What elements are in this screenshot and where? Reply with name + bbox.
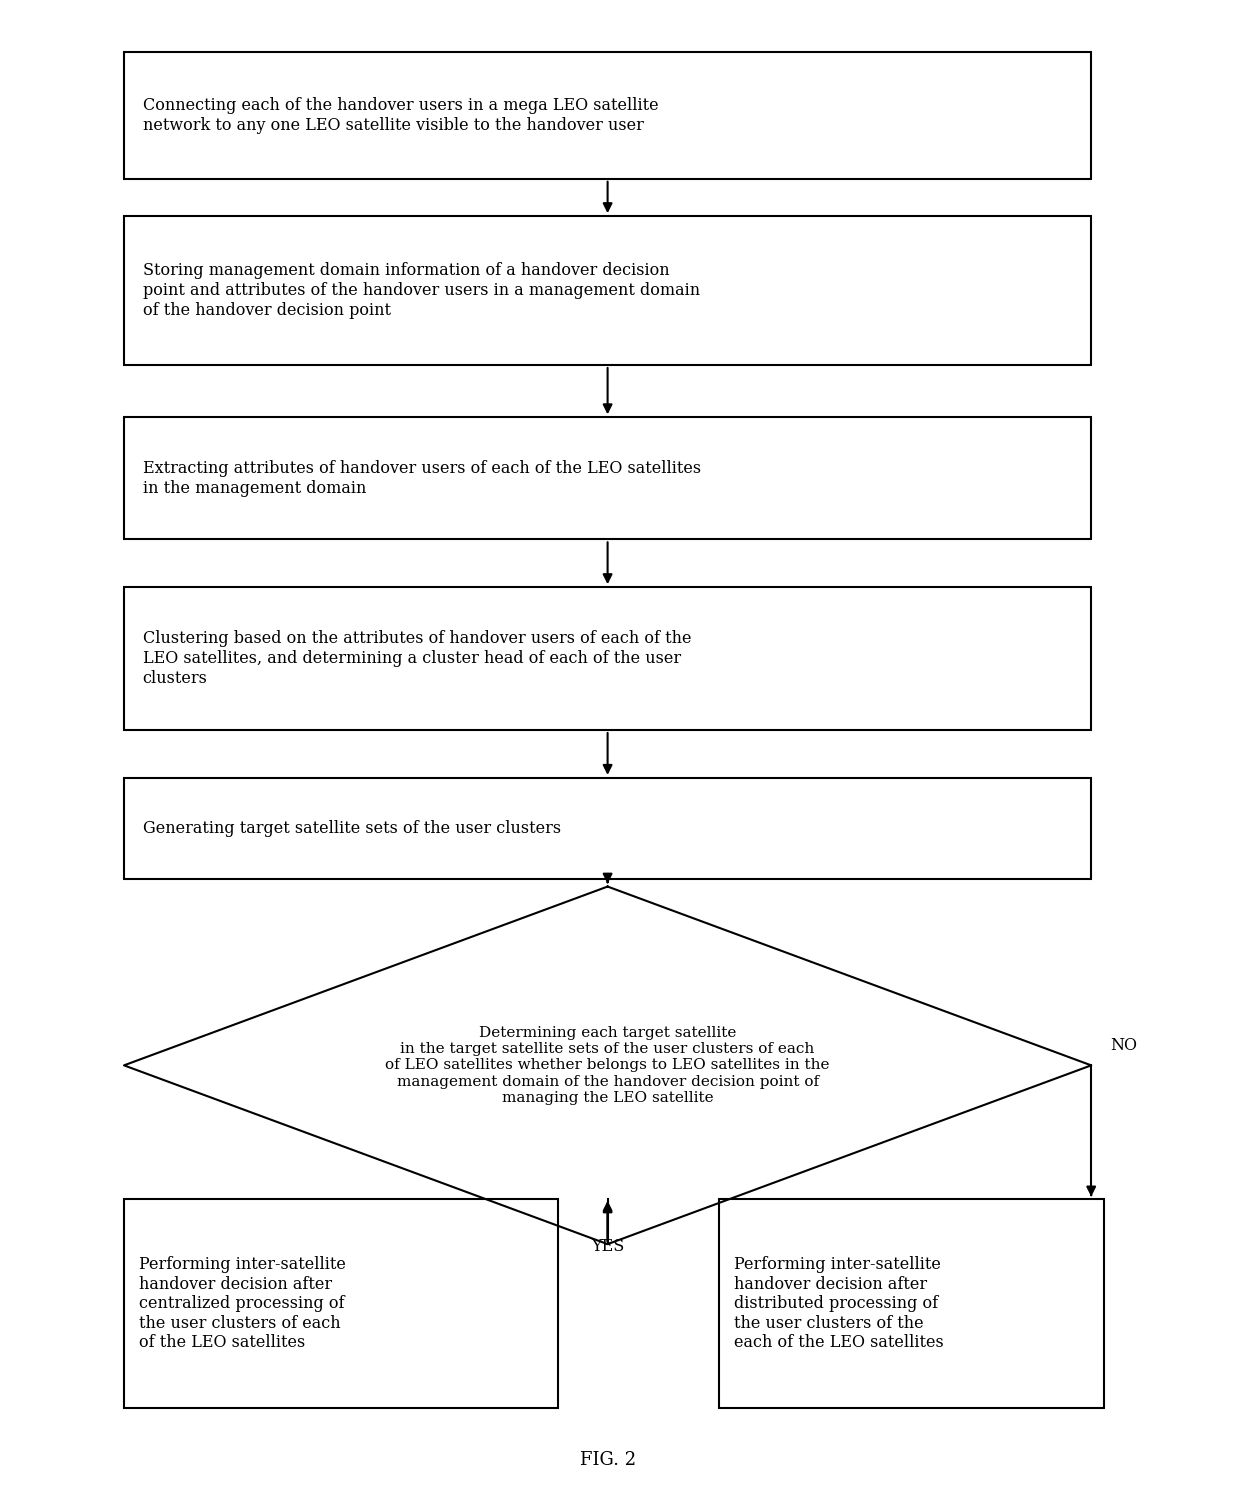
Text: NO: NO [1110,1037,1137,1055]
FancyBboxPatch shape [124,778,1091,879]
Text: Generating target satellite sets of the user clusters: Generating target satellite sets of the … [143,820,560,837]
Text: Storing management domain information of a handover decision
point and attribute: Storing management domain information of… [143,262,699,319]
FancyBboxPatch shape [124,52,1091,179]
Text: YES: YES [591,1238,624,1255]
FancyBboxPatch shape [124,587,1091,730]
FancyBboxPatch shape [719,1199,1104,1408]
Text: Extracting attributes of handover users of each of the LEO satellites
in the man: Extracting attributes of handover users … [143,460,701,496]
Text: Performing inter-satellite
handover decision after
centralized processing of
the: Performing inter-satellite handover deci… [139,1256,346,1351]
Text: FIG. 2: FIG. 2 [579,1451,636,1469]
Polygon shape [124,887,1091,1244]
Text: Clustering based on the attributes of handover users of each of the
LEO satellit: Clustering based on the attributes of ha… [143,630,691,687]
Text: Performing inter-satellite
handover decision after
distributed processing of
the: Performing inter-satellite handover deci… [734,1256,944,1351]
Text: Connecting each of the handover users in a mega LEO satellite
network to any one: Connecting each of the handover users in… [143,97,658,134]
FancyBboxPatch shape [124,1199,558,1408]
Text: Determining each target satellite
in the target satellite sets of the user clust: Determining each target satellite in the… [386,1027,830,1104]
FancyBboxPatch shape [124,216,1091,365]
FancyBboxPatch shape [124,417,1091,539]
